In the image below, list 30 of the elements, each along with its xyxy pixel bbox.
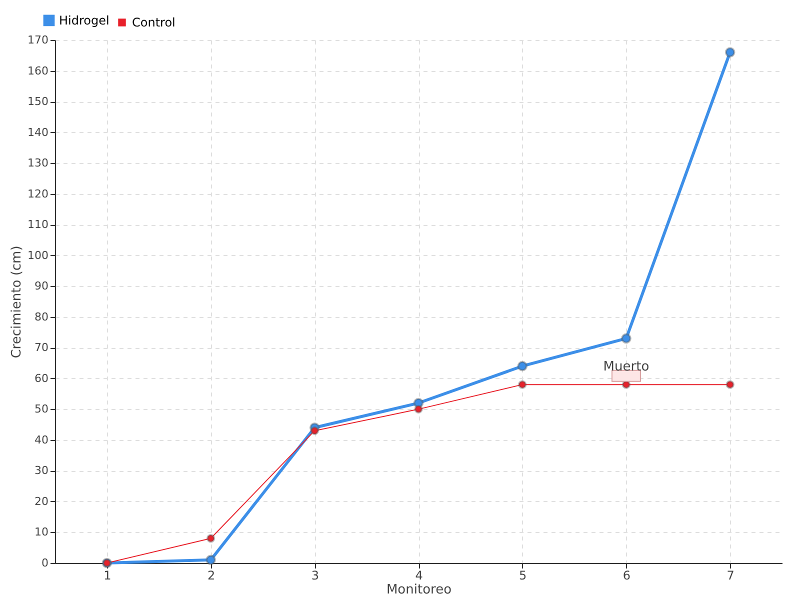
legend-label: Control xyxy=(132,16,176,30)
x-tick-label: 7 xyxy=(726,568,734,582)
x-tick-label: 5 xyxy=(519,568,527,582)
y-tick-label: 120 xyxy=(28,187,48,200)
y-tick-label: 10 xyxy=(34,526,48,539)
y-tick-label: 50 xyxy=(34,402,48,416)
y-tick-label: 90 xyxy=(34,280,48,293)
annotation: Muerto xyxy=(603,360,650,375)
y-axis-title: Crecimiento (cm) xyxy=(10,246,25,358)
x-tick-label: 1 xyxy=(104,568,112,582)
x-tick-label: 3 xyxy=(311,568,319,582)
y-tick-label: 70 xyxy=(34,341,48,354)
y-tick-label: 0 xyxy=(42,556,48,570)
x-tick-label: 4 xyxy=(415,568,423,582)
y-tick-label: 140 xyxy=(28,126,48,139)
y-tick-label: 100 xyxy=(28,248,48,262)
y-tick-label: 40 xyxy=(34,433,48,446)
x-tick-label: 2 xyxy=(207,568,216,582)
y-tick-label: 160 xyxy=(28,64,48,78)
y-tick-label: 30 xyxy=(34,464,48,478)
x-tick-label: 6 xyxy=(622,568,631,582)
y-tick-label: 80 xyxy=(34,310,48,324)
x-axis-title: Monitoreo xyxy=(386,582,452,598)
legend-label: Hidrogel xyxy=(59,13,110,28)
y-tick-label: 60 xyxy=(34,372,48,385)
y-tick-label: 170 xyxy=(28,34,48,46)
y-tick-label: 20 xyxy=(34,494,48,508)
y-tick-label: 150 xyxy=(28,95,48,108)
y-tick-label: 110 xyxy=(28,218,48,232)
y-tick-label: 130 xyxy=(28,156,48,170)
